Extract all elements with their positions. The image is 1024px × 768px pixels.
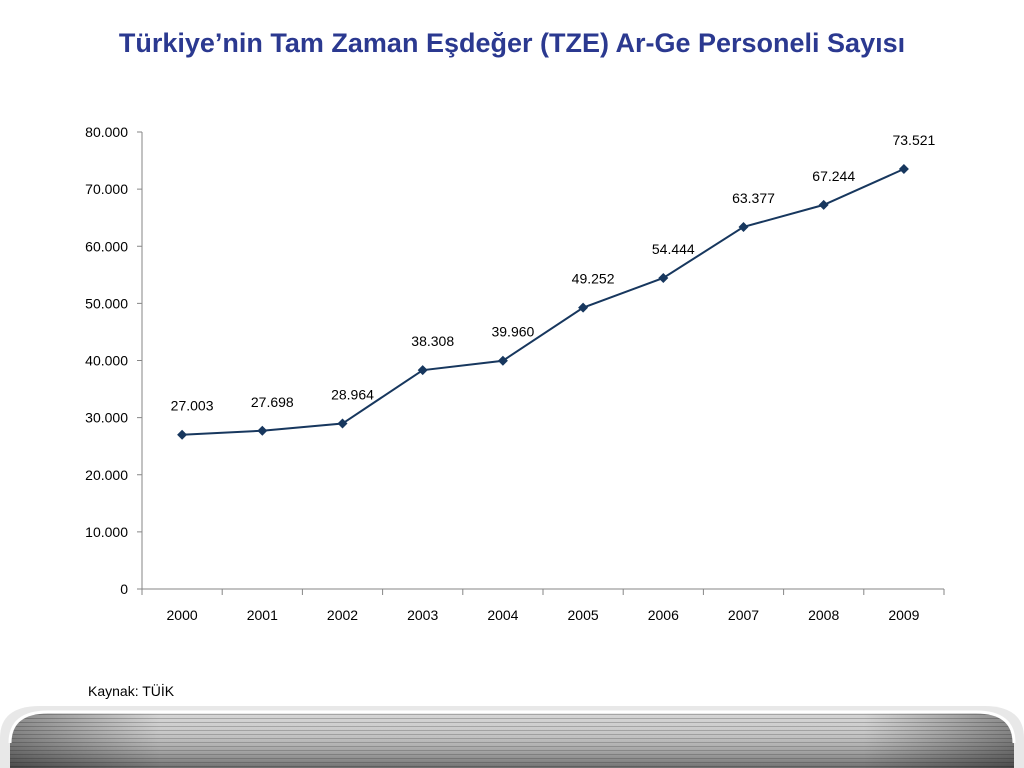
y-tick-label: 80.000 (85, 124, 128, 140)
series-line (182, 168, 905, 436)
y-tick-label: 70.000 (85, 181, 128, 197)
data-label: 73.521 (892, 132, 935, 148)
chart-data-labels: 27.003 27.698 28.964 38.308 39.960 49.252 54.4… (171, 132, 936, 414)
data-label: 54.444 (652, 241, 695, 257)
footer-decoration (0, 706, 1024, 768)
y-tick-label: 20.000 (85, 467, 128, 483)
data-label: 63.377 (732, 190, 775, 206)
data-label: 49.252 (572, 271, 615, 287)
x-tick-label: 2007 (728, 607, 759, 623)
y-tick-label: 60.000 (85, 238, 128, 254)
y-tick-label: 10.000 (85, 524, 128, 540)
x-tick-label: 2003 (407, 607, 438, 623)
x-tick-label: 2006 (648, 607, 679, 623)
data-point-marker (177, 429, 188, 440)
x-tick-label: 2005 (568, 607, 599, 623)
x-tick-label: 2001 (247, 607, 278, 623)
source-note: Kaynak: TÜİK (88, 683, 175, 699)
data-label: 27.003 (171, 398, 214, 414)
x-tick-label: 2000 (167, 607, 198, 623)
data-point-marker (497, 355, 508, 366)
x-tick-label: 2009 (888, 607, 919, 623)
data-label: 67.244 (812, 168, 855, 184)
data-point-marker (417, 365, 428, 376)
y-tick-label: 30.000 (85, 410, 128, 426)
data-point-marker (337, 418, 348, 429)
chart-axes: 0 10.000 20.000 30.000 40.000 50.000 60.000 70.… (85, 124, 945, 623)
slide-title: Türkiye’nin Tam Zaman Eşdeğer (TZE) Ar-G… (118, 28, 906, 58)
data-point-marker (818, 199, 829, 210)
data-label: 27.698 (251, 394, 294, 410)
y-tick-label: 40.000 (85, 353, 128, 369)
data-label: 39.960 (491, 324, 534, 340)
data-point-marker (257, 425, 268, 436)
data-label: 28.964 (331, 387, 374, 403)
y-tick-label: 50.000 (85, 295, 128, 311)
data-label: 38.308 (411, 333, 454, 349)
data-point-marker (578, 302, 589, 313)
x-tick-label: 2004 (487, 607, 518, 623)
chart-series (177, 164, 909, 440)
data-point-marker (658, 272, 669, 283)
y-tick-label: 0 (120, 581, 128, 597)
x-tick-label: 2002 (327, 607, 358, 623)
x-tick-label: 2008 (808, 607, 839, 623)
data-point-marker (738, 221, 749, 232)
data-point-marker (898, 164, 909, 175)
